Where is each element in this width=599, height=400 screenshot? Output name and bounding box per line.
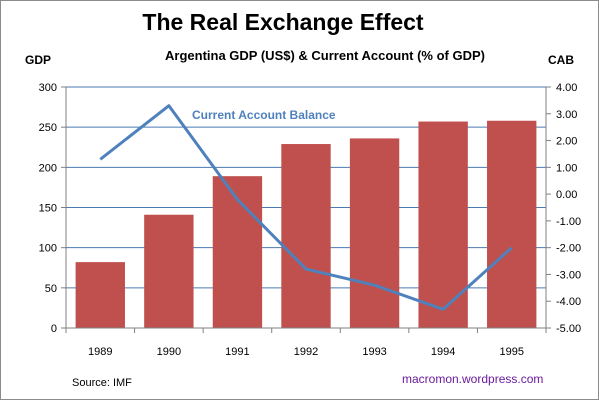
x-tick-label: 1989 [88,346,112,358]
left-tick-label: 150 [39,203,57,215]
left-tick-label: 250 [39,122,57,134]
right-tick-label: 2.00 [556,136,577,148]
current-account-line [99,104,513,311]
right-tick-label: -3.00 [556,269,581,281]
x-tick-label: 1995 [499,346,523,358]
gdp-bar [349,138,400,328]
left-tick-label: 50 [45,283,57,295]
x-tick-label: 1994 [431,346,455,358]
right-tick-label: -5.00 [556,323,581,335]
right-tick-label: 1.00 [556,162,577,174]
left-tick-label: 100 [39,243,57,255]
right-tick-label: 4.00 [556,82,577,94]
left-tick-label: 200 [39,162,57,174]
axes [61,86,551,333]
gdp-bar [487,120,537,329]
right-tick-label: -4.00 [556,296,581,308]
x-tick-label: 1993 [362,346,386,358]
line-series-label: Current Account Balance [192,108,336,122]
gdp-bar [418,121,468,328]
right-tick-label: 0.00 [556,189,577,201]
tick-labels: 0 50 100 150 200 250 300 -5.00 -4.00 -3.00 -2.00 -1… [39,82,581,358]
right-tick-label: 3.00 [556,109,577,121]
right-tick-label: -2.00 [556,243,581,255]
chart-title: The Real Exchange Effect [142,9,424,35]
x-tick-label: 1991 [225,346,249,358]
source-note: Source: IMF [72,377,132,389]
credit-label: macromon.wordpress.com [402,372,543,386]
y-left-axis-title: GDP [25,53,51,67]
gdp-bar [75,262,125,328]
x-tick-label: 1990 [157,346,181,358]
left-tick-label: 300 [39,82,57,94]
right-tick-label: -1.00 [556,216,581,228]
gdp-bar [281,144,331,328]
gdp-bar [144,214,194,328]
left-tick-label: 0 [51,323,57,335]
bar-series [75,120,537,329]
x-tick-label: 1992 [294,346,318,358]
y-right-axis-title: CAB [548,53,574,67]
chart-subtitle: Argentina GDP (US$) & Current Account (%… [165,48,485,63]
line-series [99,104,513,311]
